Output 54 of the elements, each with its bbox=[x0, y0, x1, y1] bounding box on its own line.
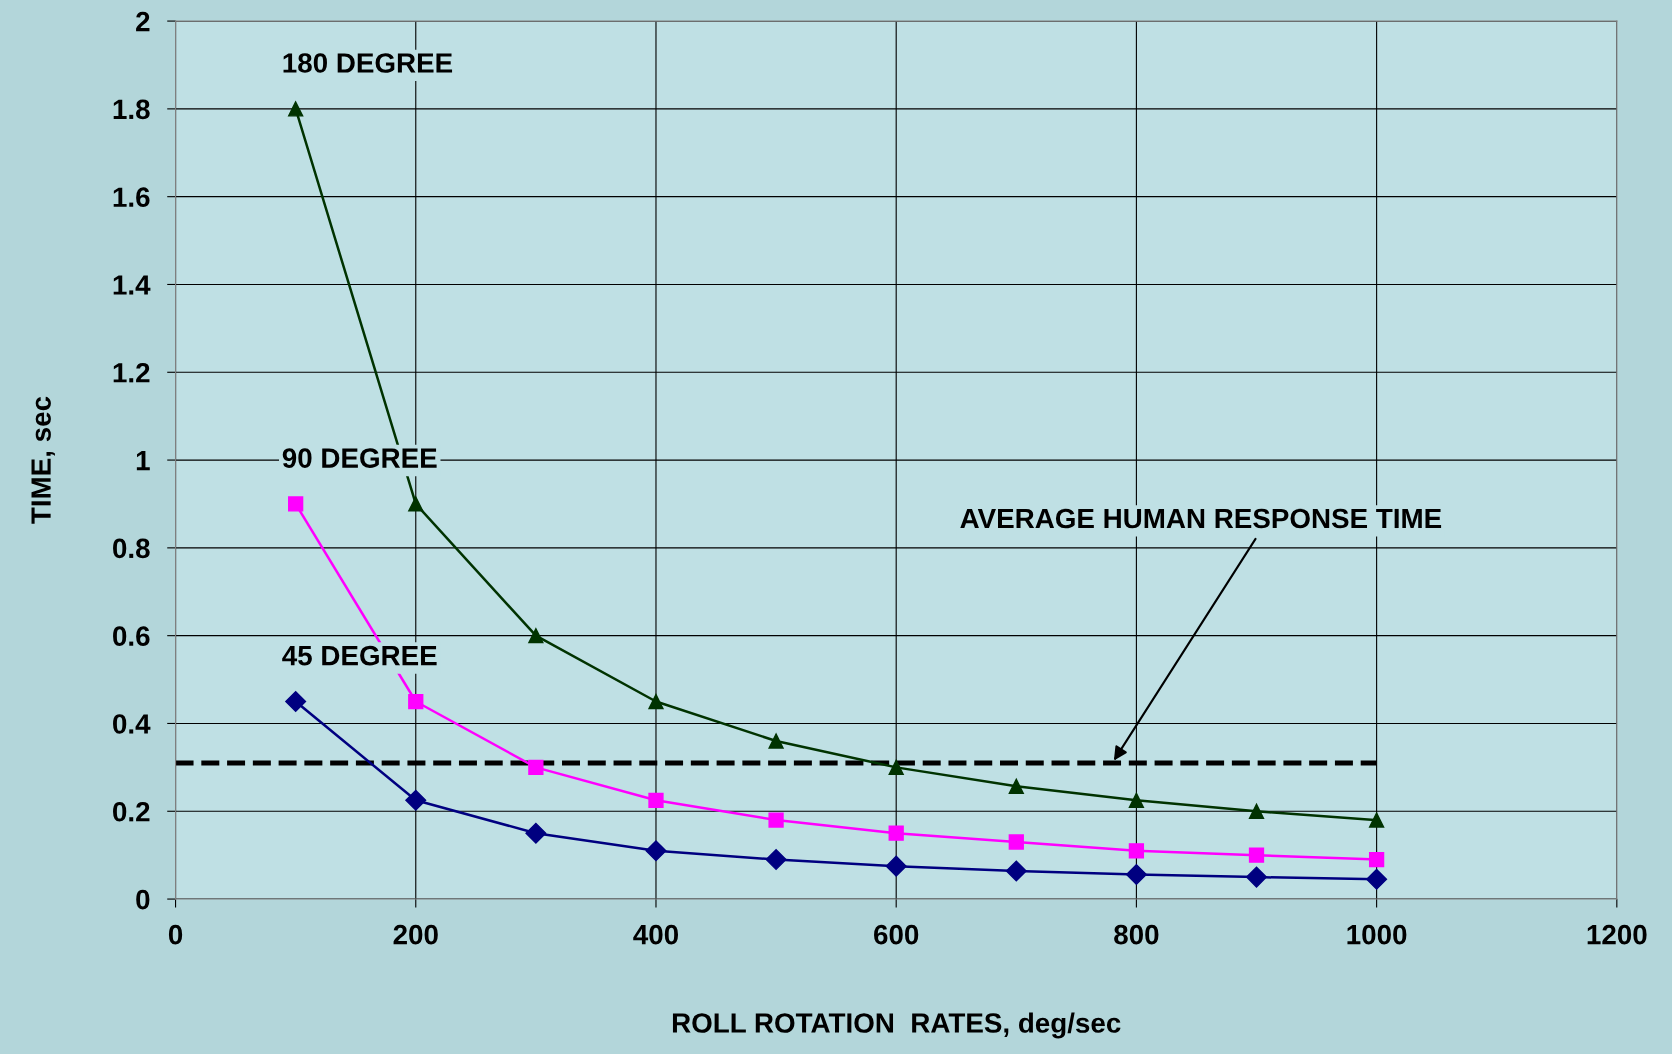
point bbox=[1128, 843, 1145, 859]
point bbox=[285, 691, 307, 713]
point bbox=[1248, 803, 1265, 819]
series-label: 45 DEGREE bbox=[282, 645, 437, 666]
y-tick-label: 0.6 bbox=[113, 626, 150, 647]
point bbox=[648, 693, 664, 710]
series-label: 90 DEGREE bbox=[282, 448, 437, 468]
y-tick-label: 0.2 bbox=[113, 801, 150, 822]
x-tick-label: 400 bbox=[633, 924, 679, 945]
point bbox=[1128, 792, 1145, 808]
point bbox=[1248, 847, 1265, 863]
y-tick-label: 0 bbox=[136, 889, 150, 910]
y-tick-label: 1.2 bbox=[113, 362, 150, 383]
y-tick-label: 1.8 bbox=[113, 99, 150, 120]
y-tick-label: 1.6 bbox=[113, 187, 150, 208]
y-tick-label: 0.4 bbox=[113, 714, 151, 734]
series-label: 180 DEGREE bbox=[283, 53, 453, 73]
y-tick-label: 1.4 bbox=[113, 275, 151, 295]
point bbox=[1368, 851, 1385, 868]
point bbox=[1366, 868, 1388, 890]
y-tick-label: 0.8 bbox=[113, 538, 150, 559]
y-tick-label: 2 bbox=[136, 11, 150, 32]
point bbox=[888, 825, 904, 841]
x-axis-title: ROLL ROTATION RATES, deg/sec bbox=[672, 1012, 1121, 1039]
y-axis-title: TIME, sec bbox=[31, 396, 55, 524]
x-tick-label: 1200 bbox=[1587, 924, 1647, 945]
point bbox=[288, 101, 304, 117]
point bbox=[1125, 863, 1147, 885]
point bbox=[768, 812, 784, 828]
point bbox=[1005, 860, 1027, 882]
point bbox=[1008, 834, 1024, 850]
ref-line-label: AVERAGE HUMAN RESPONSE TIME bbox=[960, 508, 1442, 529]
x-tick-label: 0 bbox=[168, 924, 183, 945]
x-tick-label: 800 bbox=[1114, 924, 1159, 945]
point bbox=[408, 496, 424, 512]
point bbox=[1245, 866, 1268, 888]
x-tick-label: 600 bbox=[874, 924, 919, 945]
point bbox=[525, 822, 547, 844]
point bbox=[528, 759, 544, 776]
point bbox=[405, 789, 427, 811]
point bbox=[1008, 778, 1024, 794]
point bbox=[645, 840, 667, 862]
point bbox=[528, 628, 544, 644]
point bbox=[1368, 812, 1385, 828]
point bbox=[765, 849, 787, 871]
point bbox=[768, 733, 784, 749]
point bbox=[288, 496, 304, 512]
point bbox=[408, 693, 424, 710]
point bbox=[885, 855, 907, 877]
point bbox=[888, 759, 904, 776]
x-tick-label: 200 bbox=[393, 924, 438, 945]
x-tick-label: 1000 bbox=[1347, 924, 1407, 945]
y-tick-label: 1 bbox=[136, 451, 150, 471]
point bbox=[648, 792, 664, 808]
